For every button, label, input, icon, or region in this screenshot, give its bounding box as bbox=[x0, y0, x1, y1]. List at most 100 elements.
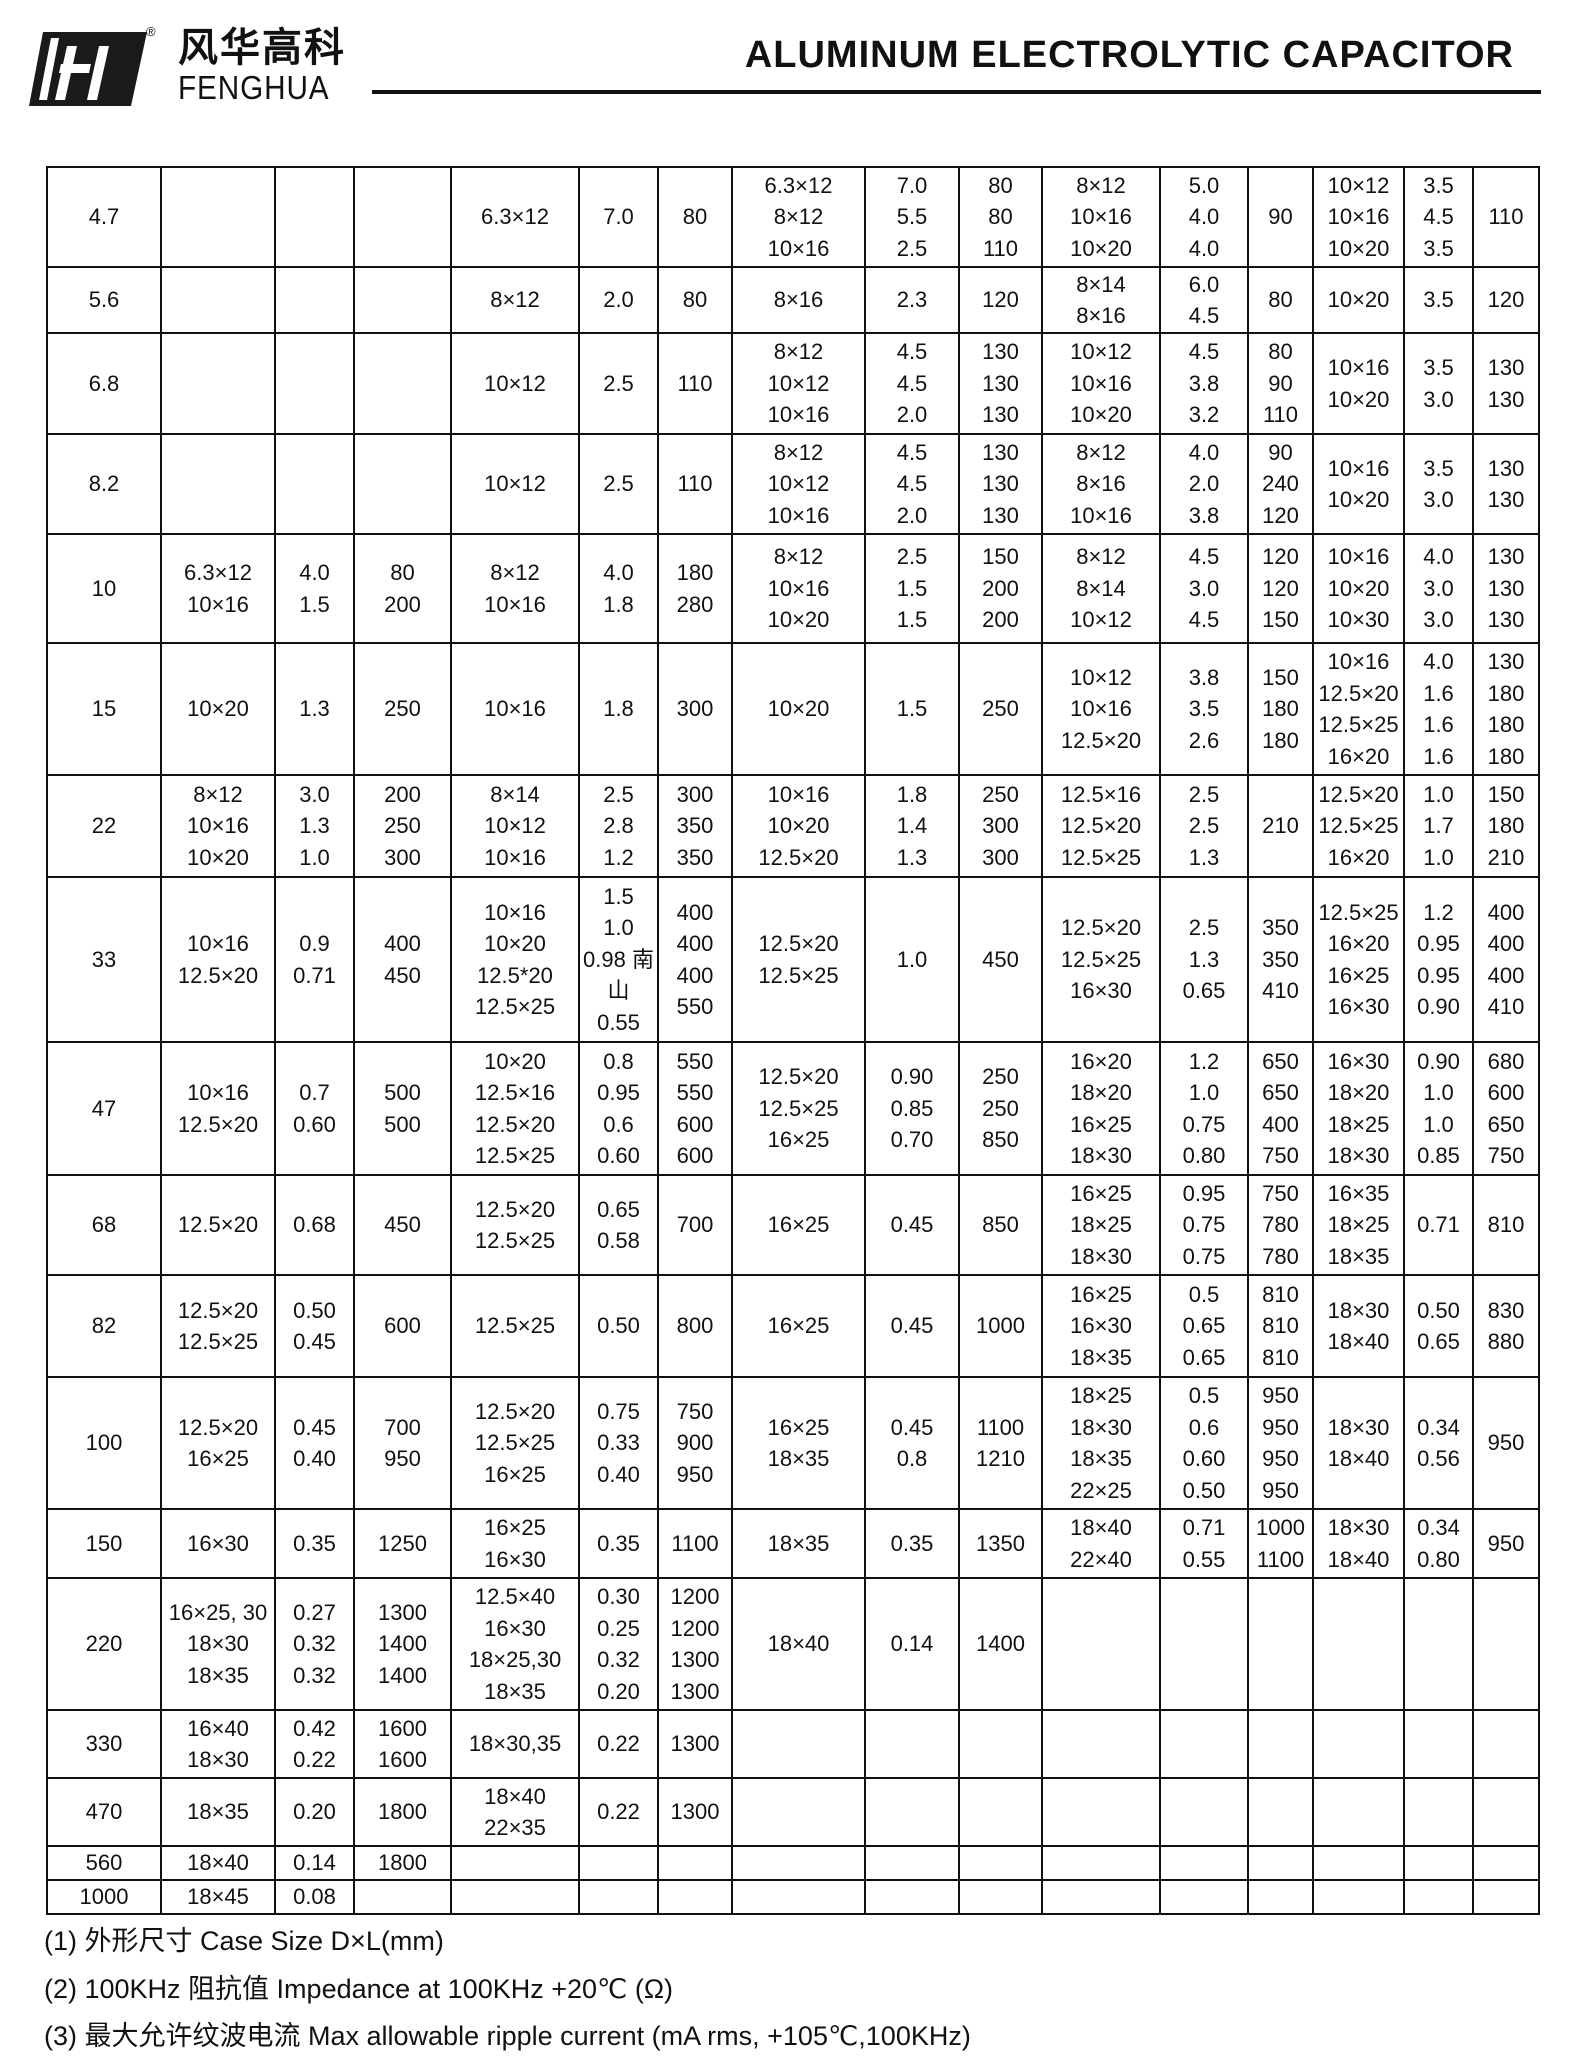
cell-ripple bbox=[353, 433, 452, 535]
cell-impedance bbox=[1159, 1709, 1249, 1779]
cell-ripple: 450 bbox=[958, 876, 1043, 1043]
cell-capacitance: 8.2 bbox=[46, 433, 162, 535]
cell-capacitance: 1000 bbox=[46, 1879, 162, 1915]
cell-impedance: 4.0 3.0 3.0 bbox=[1403, 533, 1474, 644]
cell-size: 10×16 bbox=[450, 642, 580, 776]
cell-size bbox=[1312, 1879, 1405, 1915]
cell-impedance bbox=[1159, 1777, 1249, 1847]
cell-impedance: 1.8 bbox=[578, 642, 659, 776]
cell-ripple bbox=[1247, 1709, 1314, 1779]
cell-ripple: 80 bbox=[657, 266, 733, 334]
cell-impedance: 3.5 4.5 3.5 bbox=[1403, 166, 1474, 268]
cell-impedance: 3.8 3.5 2.6 bbox=[1159, 642, 1249, 776]
cell-ripple bbox=[958, 1845, 1043, 1881]
cell-impedance: 6.0 4.5 bbox=[1159, 266, 1249, 334]
header-divider bbox=[372, 90, 1541, 94]
cell-size: 18×40 22×35 bbox=[450, 1777, 580, 1847]
cell-size bbox=[160, 332, 276, 435]
cell-size: 6.3×12 bbox=[450, 166, 580, 268]
cell-ripple: 130 130 bbox=[1472, 332, 1540, 435]
table-row: 5.6 8×12 2.0 80 8×16 2.3 120 8×14 8×16 6.0 4.5 80 10… bbox=[46, 266, 1540, 334]
cell-ripple: 1100 bbox=[657, 1508, 733, 1579]
cell-size: 12.5×20 12.5×25 bbox=[731, 876, 866, 1043]
cell-ripple: 1400 bbox=[958, 1577, 1043, 1711]
cell-ripple: 810 bbox=[1472, 1174, 1540, 1276]
cell-ripple: 850 bbox=[958, 1174, 1043, 1276]
table-row: 68 12.5×20 0.68 450 12.5×20 12.5×25 0.65 0.58 70… bbox=[46, 1174, 1540, 1276]
cell-size: 18×30 18×40 bbox=[1312, 1376, 1405, 1510]
cell-size: 18×25 18×30 18×35 22×25 bbox=[1041, 1376, 1161, 1510]
cell-impedance bbox=[1403, 1709, 1474, 1779]
cell-size: 8×12 8×14 10×12 bbox=[1041, 533, 1161, 644]
cell-impedance: 3.0 1.3 1.0 bbox=[274, 774, 355, 878]
cell-ripple bbox=[657, 1845, 733, 1881]
cell-ripple: 130 180 180 180 bbox=[1472, 642, 1540, 776]
table-row: 100 12.5×20 16×25 0.45 0.40 700 950 12.5×20 12.5… bbox=[46, 1376, 1540, 1510]
cell-size: 8×12 10×12 10×16 bbox=[731, 433, 866, 535]
cell-ripple: 700 bbox=[657, 1174, 733, 1276]
cell-size: 10×12 10×16 12.5×20 bbox=[1041, 642, 1161, 776]
cell-ripple: 150 180 210 bbox=[1472, 774, 1540, 878]
cell-impedance bbox=[864, 1879, 960, 1915]
cell-impedance: 0.35 bbox=[274, 1508, 355, 1579]
cell-capacitance: 68 bbox=[46, 1174, 162, 1276]
cell-impedance bbox=[1403, 1577, 1474, 1711]
cell-capacitance: 4.7 bbox=[46, 166, 162, 268]
cell-size bbox=[1041, 1577, 1161, 1711]
cell-size: 10×12 bbox=[450, 433, 580, 535]
cell-ripple: 750 780 780 bbox=[1247, 1174, 1314, 1276]
cell-size: 12.5×20 12.5×25 16×25 bbox=[450, 1376, 580, 1510]
cell-size: 12.5×20 12.5×25 bbox=[450, 1174, 580, 1276]
cell-ripple: 550 550 600 600 bbox=[657, 1041, 733, 1176]
cell-size: 8×12 10×12 10×16 bbox=[731, 332, 866, 435]
cell-ripple: 80 bbox=[657, 166, 733, 268]
cell-ripple: 450 bbox=[353, 1174, 452, 1276]
cell-size: 16×25, 30 18×30 18×35 bbox=[160, 1577, 276, 1711]
cell-ripple: 1100 1210 bbox=[958, 1376, 1043, 1510]
cell-impedance: 2.3 bbox=[864, 266, 960, 334]
table-row: 47 10×16 12.5×20 0.7 0.60 500 500 10×20 12.5×16 1… bbox=[46, 1041, 1540, 1176]
cell-ripple bbox=[657, 1879, 733, 1915]
cell-ripple: 90 240 120 bbox=[1247, 433, 1314, 535]
cell-impedance: 0.50 bbox=[578, 1274, 659, 1378]
footnote-impedance: (2) 100KHz 阻抗值 Impedance at 100KHz +20℃ … bbox=[44, 1973, 674, 2004]
cell-ripple: 750 900 950 bbox=[657, 1376, 733, 1510]
cell-size bbox=[1312, 1777, 1405, 1847]
cell-ripple: 80 200 bbox=[353, 533, 452, 644]
cell-ripple: 600 bbox=[353, 1274, 452, 1378]
cell-size bbox=[1312, 1709, 1405, 1779]
cell-size: 16×20 18×20 16×25 18×30 bbox=[1041, 1041, 1161, 1176]
cell-ripple: 810 810 810 bbox=[1247, 1274, 1314, 1378]
cell-impedance: 1.2 0.95 0.95 0.90 bbox=[1403, 876, 1474, 1043]
cell-impedance: 0.22 bbox=[578, 1709, 659, 1779]
cell-ripple: 400 400 400 410 bbox=[1472, 876, 1540, 1043]
cell-impedance: 3.5 3.0 bbox=[1403, 332, 1474, 435]
cell-impedance: 0.45 0.8 bbox=[864, 1376, 960, 1510]
cell-size: 10×12 10×16 10×20 bbox=[1041, 332, 1161, 435]
cell-size: 10×16 12.5×20 bbox=[160, 1041, 276, 1176]
cell-size: 8×12 10×16 10×20 bbox=[160, 774, 276, 878]
cell-capacitance: 10 bbox=[46, 533, 162, 644]
cell-size: 8×12 bbox=[450, 266, 580, 334]
cell-impedance: 0.34 0.80 bbox=[1403, 1508, 1474, 1579]
cell-impedance: 0.50 0.45 bbox=[274, 1274, 355, 1378]
cell-size: 10×16 12.5×20 12.5×25 16×20 bbox=[1312, 642, 1405, 776]
cell-impedance: 0.27 0.32 0.32 bbox=[274, 1577, 355, 1711]
cell-size: 10×20 12.5×16 12.5×20 12.5×25 bbox=[450, 1041, 580, 1176]
table-row: 33 10×16 12.5×20 0.9 0.71 400 450 10×16 10×20 12.… bbox=[46, 876, 1540, 1043]
cell-size bbox=[1041, 1879, 1161, 1915]
cell-impedance: 0.35 bbox=[578, 1508, 659, 1579]
table-row: 22 8×12 10×16 10×20 3.0 1.3 1.0 200 250 300 8×14 10… bbox=[46, 774, 1540, 878]
cell-ripple: 1300 bbox=[657, 1709, 733, 1779]
cell-capacitance: 22 bbox=[46, 774, 162, 878]
cell-size: 16×25 18×25 18×30 bbox=[1041, 1174, 1161, 1276]
cell-size: 18×30,35 bbox=[450, 1709, 580, 1779]
table-row: 82 12.5×20 12.5×25 0.50 0.45 600 12.5×25 0.50 80… bbox=[46, 1274, 1540, 1378]
cell-impedance: 1.3 bbox=[274, 642, 355, 776]
cell-capacitance: 47 bbox=[46, 1041, 162, 1176]
cell-size: 6.3×12 10×16 bbox=[160, 533, 276, 644]
cell-size: 16×35 18×25 18×35 bbox=[1312, 1174, 1405, 1276]
cell-size: 10×16 10×20 bbox=[1312, 332, 1405, 435]
cell-size bbox=[1041, 1777, 1161, 1847]
cell-ripple bbox=[353, 166, 452, 268]
